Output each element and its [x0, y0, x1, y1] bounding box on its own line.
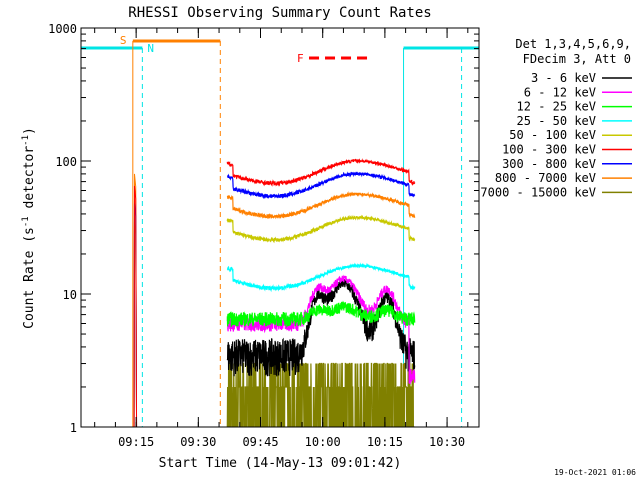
legend-header-1: Det 1,3,4,5,6,9,: [515, 37, 631, 51]
saa-flag-label: S: [120, 34, 127, 47]
y-axis-label-sup1: -1: [21, 216, 31, 227]
y-axis-label-main: Count Rate (s: [22, 227, 37, 329]
series-line: [226, 362, 415, 427]
x-tick-label: 10:00: [305, 435, 341, 449]
y-tick-label: 100: [55, 155, 77, 169]
legend-entry-label: 800 - 7000 keV: [495, 171, 596, 185]
legend-entry-label: 300 - 800 keV: [502, 157, 596, 171]
plot-area: N S F 1 10 100 1000 09:15 09:30 09:45 10:00 10:15…: [48, 22, 480, 449]
series-line: [226, 158, 416, 187]
x-tick-label: 10:15: [367, 435, 403, 449]
x-tick-label: 10:30: [429, 435, 465, 449]
legend-entry-label: 7000 - 15000 keV: [480, 185, 596, 199]
x-tick-label: 09:15: [118, 435, 154, 449]
x-tick-label: 09:45: [242, 435, 278, 449]
night-flag-label: N: [147, 42, 154, 55]
flare-flag-label: F: [297, 52, 304, 65]
y-ticks: 1 10 100 1000: [48, 22, 479, 435]
series-line: [226, 191, 416, 220]
y-tick-label: 1000: [48, 22, 77, 36]
y-tick-label: 10: [63, 288, 77, 302]
y-axis-label-end: ): [22, 127, 37, 135]
x-axis-label: Start Time (14-May-13 09:01:42): [159, 456, 402, 471]
flags-layer: N S F: [81, 34, 479, 427]
chart-title: RHESSI Observing Summary Count Rates: [128, 5, 431, 21]
series-line: [226, 214, 416, 244]
series-line: [226, 278, 416, 377]
legend-entry-label: 6 - 12 keV: [524, 85, 596, 99]
series-line: [226, 171, 416, 200]
plot-frame: [80, 27, 480, 428]
series-line: [226, 300, 416, 329]
y-axis-label-sup2: -1: [21, 135, 31, 146]
data-layer: [133, 158, 416, 427]
x-ticks: 09:15 09:30 09:45 10:00 10:15 10:30: [94, 28, 469, 449]
legend: Det 1,3,4,5,6,9, FDecim 3, Att 0 3 - 6 k…: [480, 37, 632, 199]
legend-entry-label: 3 - 6 keV: [531, 71, 596, 85]
series-line: [226, 274, 416, 385]
x-tick-label: 09:30: [180, 435, 216, 449]
y-axis-label-mid: detector: [22, 146, 37, 217]
legend-header-2: FDecim 3, Att 0: [523, 52, 631, 66]
legend-entry-label: 100 - 300 keV: [502, 143, 596, 157]
y-axis-label: Count Rate (s-1 detector-1): [21, 127, 37, 329]
footer-date: 19-Oct-2021 01:06: [554, 468, 636, 477]
series-line: [226, 262, 416, 293]
legend-entry-label: 50 - 100 keV: [509, 128, 596, 142]
series-spike: [133, 185, 138, 427]
y-tick-label: 1: [70, 421, 77, 435]
legend-entry-label: 25 - 50 keV: [517, 114, 596, 128]
legend-entry-label: 12 - 25 keV: [517, 100, 596, 114]
